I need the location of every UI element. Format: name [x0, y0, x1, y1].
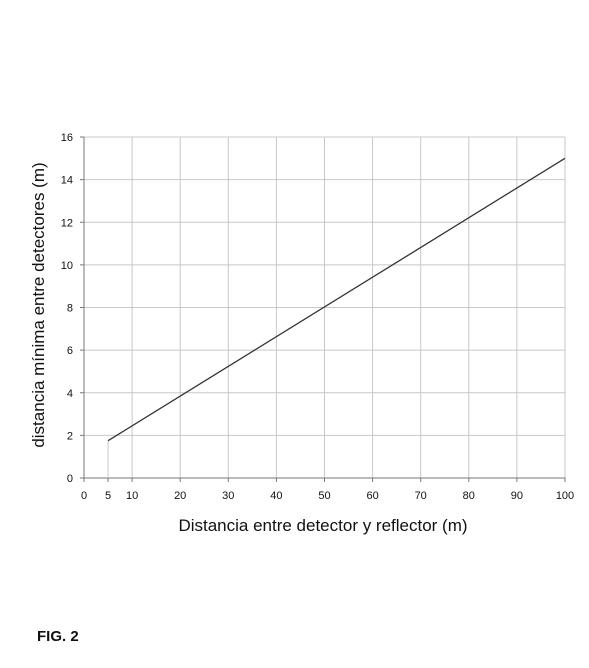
x-tick-label: 30 [222, 490, 234, 502]
x-tick-label: 90 [511, 490, 523, 502]
y-tick-label: 8 [67, 303, 73, 315]
x-tick-label: 5 [105, 490, 111, 502]
axes [80, 136, 566, 482]
x-tick-label: 100 [556, 490, 574, 502]
x-axis-label: Distancia entre detector y reflector (m) [178, 516, 467, 535]
series-line [107, 157, 566, 442]
y-axis-label: distancia mínima entre detectores (m) [29, 162, 48, 447]
x-tick-label: 50 [318, 490, 330, 502]
x-tick-label: 10 [126, 490, 138, 502]
y-tick-label: 14 [61, 175, 73, 187]
y-tick-label: 6 [67, 345, 73, 357]
y-tick-label: 12 [61, 217, 73, 229]
x-tick-label: 60 [366, 490, 378, 502]
x-tick-label: 40 [270, 490, 282, 502]
y-tick-label: 0 [67, 473, 73, 485]
x-tick-labels: 0 5 10 20 30 40 50 60 70 80 90 100 [81, 490, 574, 502]
x-tick-label: 20 [174, 490, 186, 502]
figure-label: FIG. 2 [37, 628, 79, 645]
y-tick-label: 2 [67, 430, 73, 442]
x-tick-label: 80 [463, 490, 475, 502]
y-tick-label: 10 [61, 260, 73, 272]
series [107, 157, 566, 478]
x-tick-label: 70 [415, 490, 427, 502]
y-tick-label: 16 [61, 132, 73, 144]
y-tick-labels: 0 2 4 6 8 10 12 14 16 [61, 132, 73, 485]
y-tick-label: 4 [67, 388, 73, 400]
x-tick-label: 0 [81, 490, 87, 502]
